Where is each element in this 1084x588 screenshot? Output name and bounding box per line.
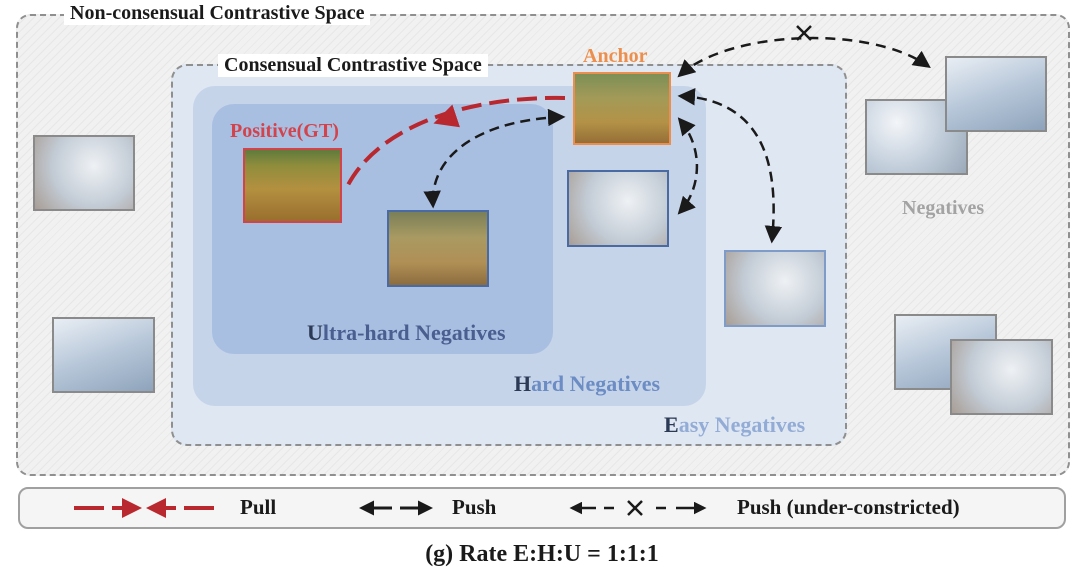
consensual-space-title: Consensual Contrastive Space — [218, 54, 488, 77]
easy-negatives-label: Easy Negatives — [664, 412, 806, 437]
pull-arrow — [346, 95, 566, 186]
positive-label: Positive(GT) — [230, 120, 339, 142]
legend-symbols — [74, 498, 707, 518]
easy-negative-image — [724, 250, 826, 327]
push-under-legend-icon — [569, 500, 707, 516]
push-arrow-ultra — [423, 108, 566, 209]
non-consensual-space-title: Non-consensual Contrastive Space — [64, 2, 371, 25]
legend-push-under-label: Push (under-constricted) — [737, 495, 960, 519]
negative-image-left-bottom — [52, 317, 155, 393]
negative-image-right-low-front — [950, 339, 1053, 415]
push-arrow-easy — [677, 87, 783, 244]
ultra-hard-negative-image — [387, 210, 489, 287]
hard-negatives-label: Hard Negatives — [514, 371, 661, 396]
figure-caption: (g) Rate E:H:U = 1:1:1 — [425, 541, 659, 567]
negative-image-right-front — [945, 56, 1047, 132]
cross-icon — [796, 25, 812, 41]
pull-arrow-head — [433, 104, 461, 128]
ultra-hard-negatives-label: Ultra-hard Negatives — [307, 320, 506, 345]
anchor-label: Anchor — [583, 45, 648, 67]
hard-negative-image — [567, 170, 669, 247]
legend-pull-label: Pull — [240, 495, 277, 519]
legend-push-label: Push — [452, 495, 497, 519]
positive-image — [243, 148, 342, 223]
anchor-image — [573, 72, 671, 145]
push-under-arrow — [677, 36, 931, 78]
negative-image-left-top — [33, 135, 135, 211]
push-arrow-hard — [677, 117, 699, 215]
negatives-label: Negatives — [902, 197, 985, 219]
